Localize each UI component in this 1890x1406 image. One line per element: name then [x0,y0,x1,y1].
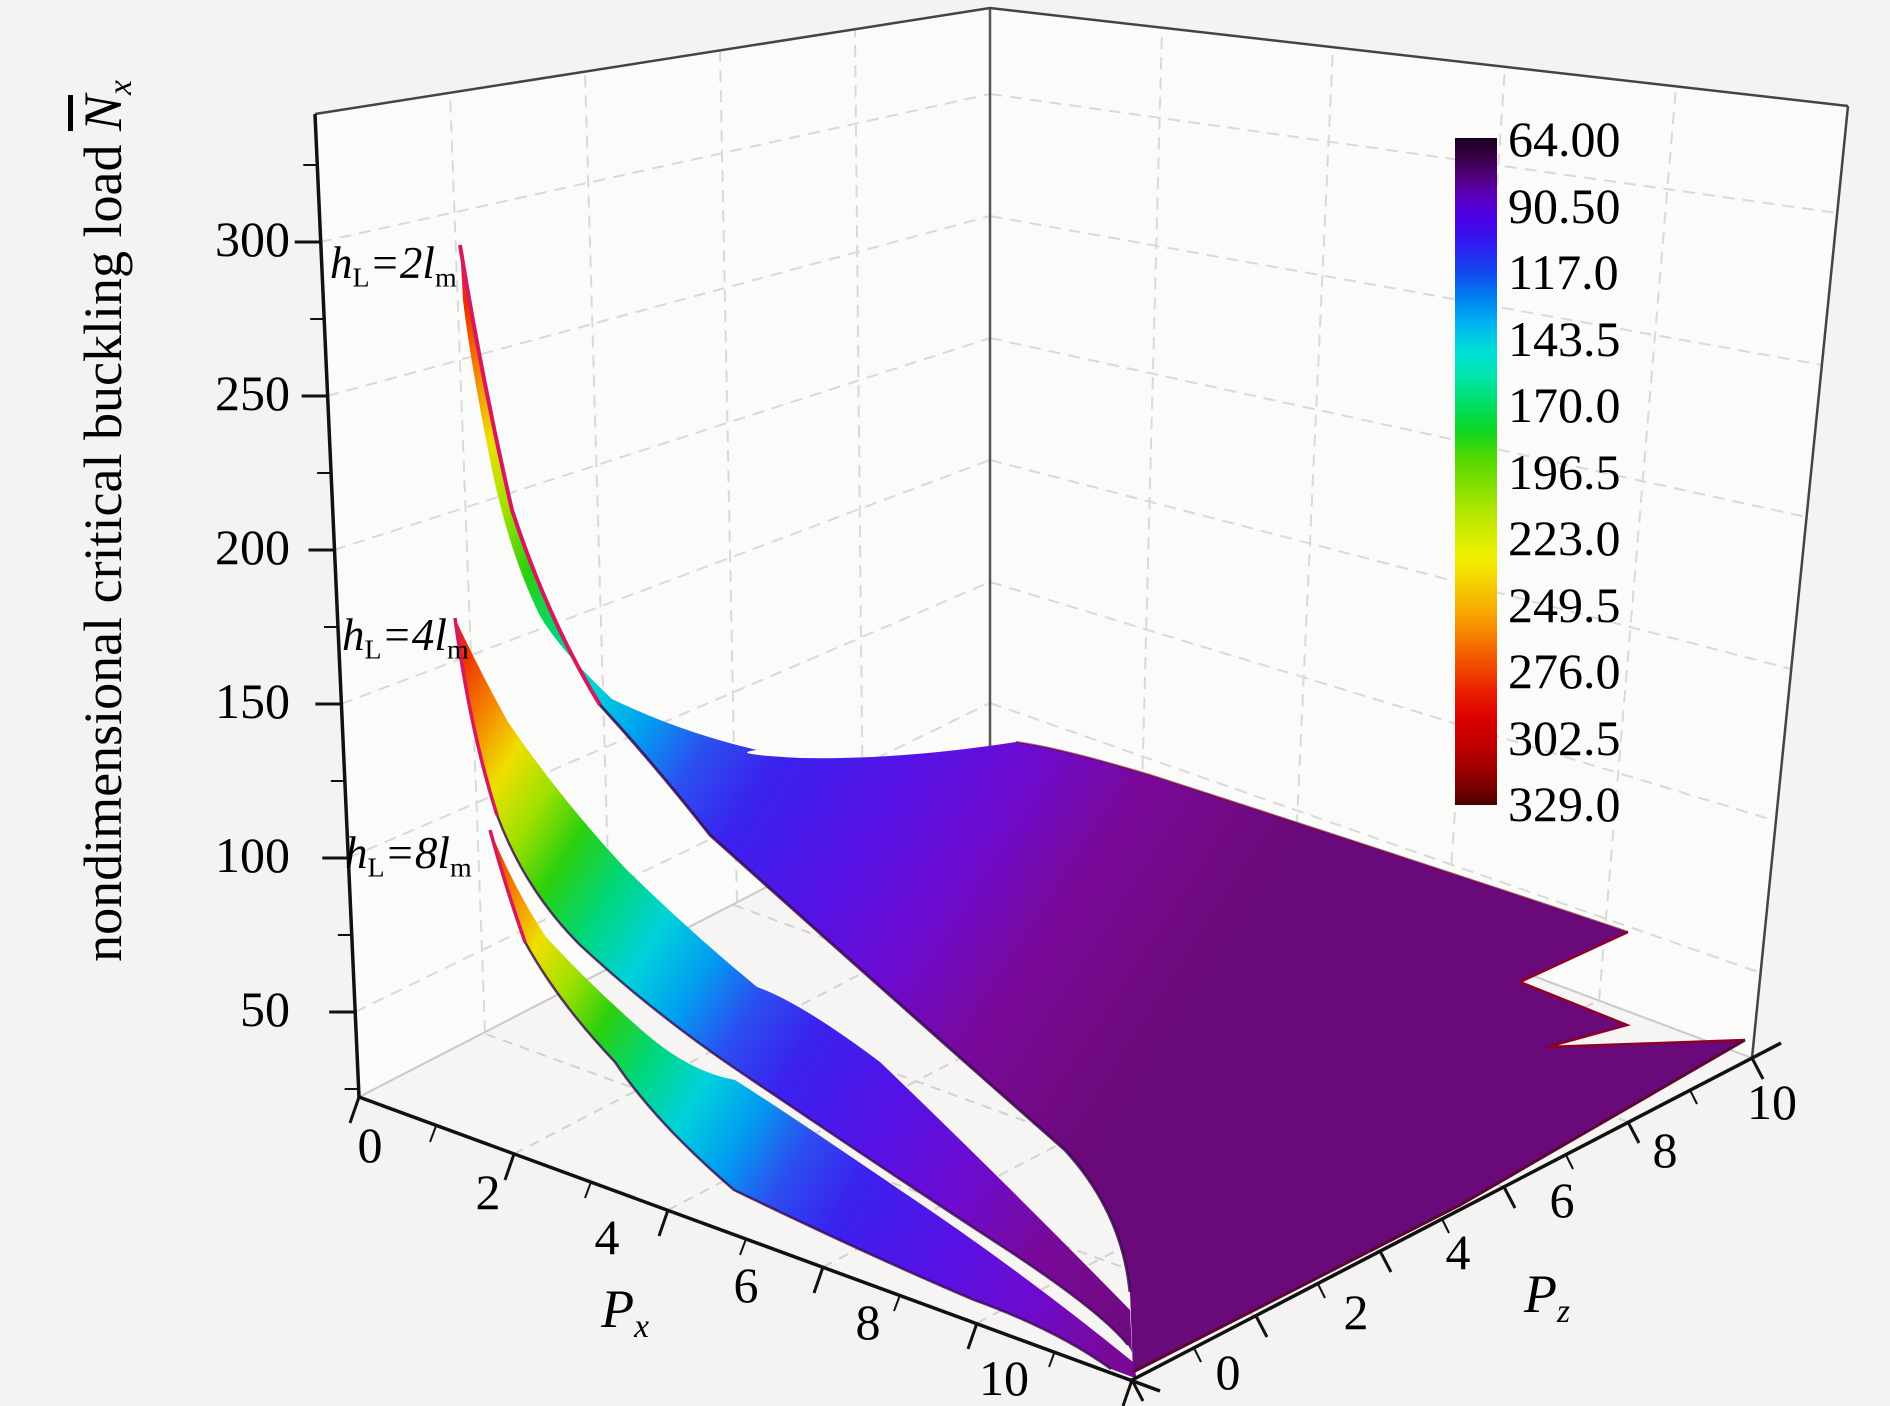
colorbar-tick-label: 249.5 [1508,576,1621,633]
colorbar-tick-label: 117.0 [1508,244,1619,300]
pz-axis-tick-label: 6 [1549,1172,1575,1228]
z-axis [313,113,361,1098]
pz-axis-tick-label: 0 [1215,1344,1241,1400]
colorbar-tick-label: 276.0 [1508,643,1621,699]
pz-axis-title: Pz [1523,1264,1571,1331]
pz-axis [1131,1041,1782,1382]
px-axis-tick-label: 4 [594,1209,620,1265]
colorbar-tick-label: 90.50 [1508,177,1621,234]
pz-axis-tick-label: 8 [1652,1122,1678,1178]
z-axis-tick-label: 50 [240,981,290,1037]
surface-2lm [460,245,1745,1372]
z-axis-tick-label: 300 [215,211,290,267]
colorbar-tick-label: 143.5 [1508,310,1621,367]
z-axis-tick-label: 150 [215,673,290,729]
colorbar-tick-label: 64.00 [1508,111,1621,167]
colorbar-tick-label: 196.5 [1508,443,1621,500]
z-axis-tick-label: 100 [215,827,290,883]
z-axis-tick-label: 250 [215,365,290,421]
z-axis-tick-label: 200 [215,519,290,575]
px-axis-tick-label: 8 [855,1294,881,1350]
colorbar-tick-label: 170.0 [1508,377,1621,433]
px-axis-tick-label: 0 [357,1117,383,1173]
colorbar-tick-label: 302.5 [1508,709,1621,766]
wall-gridlines [319,27,1838,1033]
surface-label-4lm: hL=4lm [342,610,469,666]
pz-axis-tick-label: 4 [1445,1224,1471,1280]
surface-label-8lm: hL=8lm [345,828,472,884]
px-axis-tick-label: 2 [475,1164,501,1220]
pz-axis-tick-label: 10 [1747,1074,1797,1130]
surface-edge-lines [453,244,1746,1374]
axes [294,113,1782,1406]
px-axis-tick-label: 6 [733,1257,759,1313]
z-axis-title: nondimensional critical buckling load Nx [73,80,140,962]
surface-4lm [455,618,1132,1352]
colorbar-tick-label: 329.0 [1508,776,1621,832]
colorbar [1455,138,1497,805]
pz-axis-tick-label: 2 [1343,1284,1369,1340]
colorbar-tick-label: 223.0 [1508,510,1621,566]
px-axis-title: Px [601,1279,649,1346]
surface-label-2lm: hL=2lm [330,238,457,294]
px-axis-tick-label: 10 [979,1350,1029,1406]
surface-8lm [490,830,1137,1380]
px-axis [358,1095,1161,1393]
